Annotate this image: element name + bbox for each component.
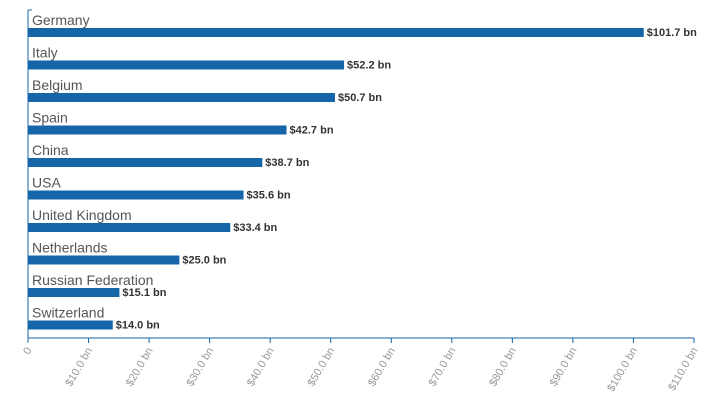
value-label: $38.7 bn [265,157,309,169]
x-tick-label: $40.0 bn [245,346,277,389]
bar [28,28,644,37]
x-tick-label: $20.0 bn [124,346,156,389]
value-label: $35.6 bn [247,190,291,202]
bar [28,60,345,70]
x-tick-label: $110.0 bn [666,346,700,394]
value-label: $42.7 bn [290,125,334,137]
bar [28,288,120,297]
x-tick-label: $90.0 bn [548,346,580,389]
category-label: Russian Federation [32,272,153,288]
category-label: Belgium [32,77,83,93]
value-labels: $101.7 bn $52.2 bn $50.7 bn $42.7 bn $38.7 b… [116,27,697,332]
category-label: China [32,142,69,158]
category-label: USA [32,175,61,191]
x-tick-label: $60.0 bn [366,346,398,389]
x-tick-label: $70.0 bn [427,346,459,389]
bar [28,93,335,102]
x-tick-label: $80.0 bn [487,346,519,389]
value-label: $15.1 bn [122,287,166,299]
value-label: $25.0 bn [182,255,226,267]
value-label: $33.4 bn [233,222,277,234]
category-label: United Kingdom [32,207,132,223]
bar [28,158,263,167]
category-label: Germany [32,12,90,28]
x-tick-label: $50.0 bn [306,346,338,389]
category-labels: Germany Italy Belgium Spain China USA United K… [32,12,153,321]
bar [28,320,113,330]
bar [28,125,287,135]
x-tick-label: $100.0 bn [605,346,640,394]
value-label: $52.2 bn [347,60,391,72]
category-label: Switzerland [32,305,104,321]
x-tick-label: 0 [21,346,34,357]
category-label: Spain [32,110,68,126]
x-axis-ticks: 0 $10.0 bn $20.0 bn $30.0 bn $40.0 bn $50.0 b… [21,338,701,394]
value-label: $14.0 bn [116,320,160,332]
bar [28,190,244,200]
category-label: Netherlands [32,240,108,256]
x-tick-label: $30.0 bn [184,346,216,389]
bar [28,255,180,265]
bar [28,223,231,232]
value-label: $50.7 bn [338,92,382,104]
chart-bars [28,28,644,330]
x-tick-label: $10.0 bn [63,346,95,389]
value-label: $101.7 bn [647,27,697,39]
category-label: Italy [32,45,58,61]
